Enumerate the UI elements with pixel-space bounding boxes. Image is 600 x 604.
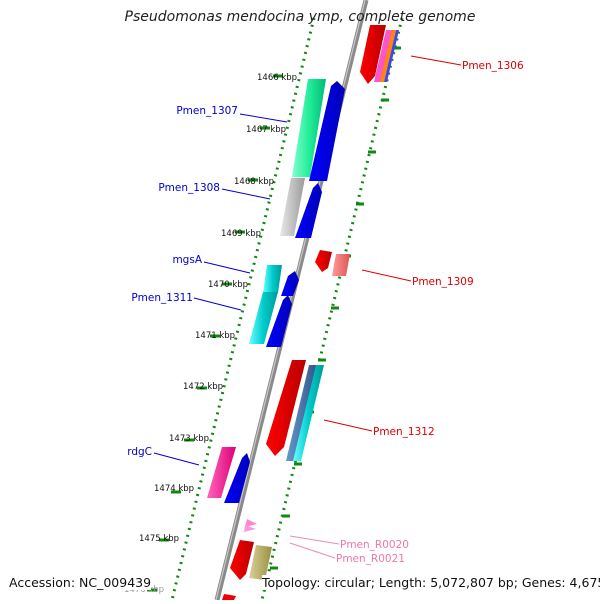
kbp-label: 1471 kbp xyxy=(195,331,235,341)
gene-pmen-1312-cog-a xyxy=(286,365,317,461)
gene-pmen-1312-arrow xyxy=(266,360,306,456)
leader-lines xyxy=(153,55,462,559)
gene-rdgc-cog xyxy=(207,447,236,498)
gene-pmen-1308-cog xyxy=(280,178,305,236)
rna-genes xyxy=(244,519,257,532)
gene-pmen-1307-cog xyxy=(292,79,326,177)
kbp-label: 1474 kbp xyxy=(154,484,194,494)
outer-strand-ruler-line xyxy=(260,17,404,601)
gene-pmen-1306-cog-a xyxy=(373,30,393,82)
gene-label-pmen-1312[interactable]: Pmen_1312 xyxy=(373,426,435,438)
gene-label-pmen-1311[interactable]: Pmen_1311 xyxy=(131,292,193,304)
gene-label-pmen-r0020[interactable]: Pmen_R0020 xyxy=(340,539,409,551)
gene-label-mgsa[interactable]: mgsA xyxy=(172,254,202,266)
kbp-label: 1473 kbp xyxy=(169,434,209,444)
gene-labels: Pmen_1306 Pmen_1307 Pmen_1308 mgsA Pmen_… xyxy=(127,60,524,565)
gene-label-pmen-1307[interactable]: Pmen_1307 xyxy=(176,105,238,117)
gene-next-arrow xyxy=(222,594,236,600)
gene-r0021-cog xyxy=(249,545,272,580)
gene-rdgc-arrow xyxy=(224,453,250,503)
kbp-label: 1467 kbp xyxy=(246,125,286,135)
gene-r0021-arrow xyxy=(230,540,254,580)
kbp-label: 1470 kbp xyxy=(208,280,248,290)
gene-pmen-1308-arrow xyxy=(295,183,322,238)
kbp-ruler-line xyxy=(170,17,316,601)
rna-pmen-r0020 xyxy=(245,519,257,527)
gene-label-pmen-1308[interactable]: Pmen_1308 xyxy=(158,182,220,194)
gene-pmen-1309-cog xyxy=(332,254,350,276)
gene-pmen-1311-cog xyxy=(249,292,278,344)
gene-label-pmen-r0021[interactable]: Pmen_R0021 xyxy=(336,553,405,565)
gene-label-pmen-1309[interactable]: Pmen_1309 xyxy=(412,276,474,288)
map-title: Pseudomonas mendocina ymp, complete geno… xyxy=(124,9,476,25)
gene-pmen-1306-arrow xyxy=(360,25,386,84)
kbp-label: 1476 kbp xyxy=(124,585,164,595)
reverse-genes xyxy=(222,25,399,600)
forward-genes xyxy=(207,79,345,503)
gene-pmen-1309-arrow xyxy=(315,250,332,272)
kbp-label: 1466 kbp xyxy=(257,73,297,83)
gene-label-pmen-1306[interactable]: Pmen_1306 xyxy=(462,60,524,72)
gene-pmen-1311-arrow xyxy=(266,295,292,347)
kbp-labels: 1466 kbp 1467 kbp 1468 kbp 1469 kbp 1470… xyxy=(124,73,297,595)
gene-label-rdgc[interactable]: rdgC xyxy=(127,446,152,458)
accession-text: Accession: NC_009439 xyxy=(9,575,152,590)
gene-mgsa-arrow xyxy=(281,271,299,296)
gene-pmen-1306-cog-c xyxy=(383,30,399,82)
topology-text: Topology: circular; Length: 5,072,807 bp… xyxy=(262,575,600,590)
gene-pmen-1307-arrow xyxy=(309,81,345,181)
kbp-label: 1469 kbp xyxy=(221,229,261,239)
kbp-label: 1472 kbp xyxy=(183,382,223,392)
gene-pmen-1312-cog-b xyxy=(293,365,324,461)
rna-pmen-r0021 xyxy=(244,525,256,532)
gene-mgsa-cog xyxy=(263,265,282,293)
kbp-label: 1475 kbp xyxy=(139,534,179,544)
kbp-label: 1468 kbp xyxy=(234,177,274,187)
kbp-tick-marks xyxy=(147,74,283,592)
gene-pmen-1306-cog-b xyxy=(379,30,396,82)
